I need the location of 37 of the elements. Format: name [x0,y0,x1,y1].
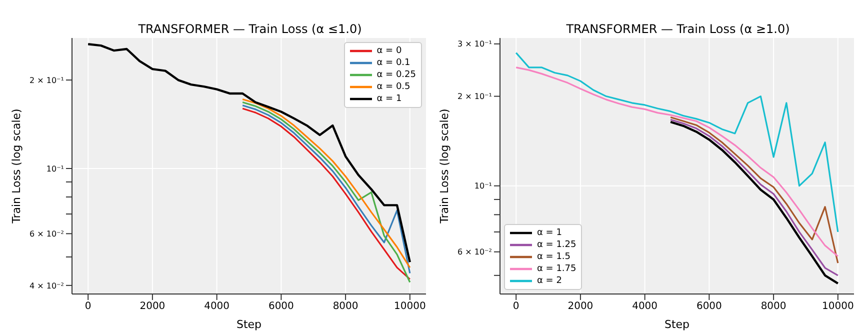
legend-label: α = 0.1 [376,58,410,68]
y-tick-label: 6 × 10⁻² [458,248,492,257]
line-series [515,66,839,258]
legend-label: α = 1.5 [537,252,571,262]
y-tick-label: 2 × 10⁻¹ [30,76,64,85]
x-tick-label: 8000 [332,301,358,312]
legend-label: α = 1.25 [537,240,576,250]
x-tick-label: 4000 [632,301,658,312]
x-tick-label: 2000 [568,301,594,312]
y-tick-label: 2 × 10⁻¹ [458,92,492,102]
legend-label: α = 1 [537,228,562,238]
legend-label: α = 2 [537,276,562,286]
y-tick-label: 10⁻¹ [474,182,492,191]
y-axis-title: Train Loss (log scale) [438,108,451,224]
x-tick-label: 4000 [204,301,230,312]
x-axis-title: Step [664,318,690,331]
x-tick-label: 6000 [268,301,294,312]
chart-title: TRANSFORMER — Train Loss (α ≥1.0) [565,22,791,36]
x-tick-label: 6000 [696,301,722,312]
x-tick-label: 0 [512,301,520,312]
x-tick-label: 8000 [760,301,786,312]
legend-label: α = 0.25 [376,70,416,80]
y-tick-label: 6 × 10⁻² [30,230,64,239]
legend-label: α = 1.75 [537,264,576,274]
x-axis-title: Step [236,318,262,331]
x-tick-label: 2000 [140,301,166,312]
y-tick-label: 10⁻¹ [46,164,64,174]
y-tick-label: 4 × 10⁻² [30,281,64,290]
legend-label: α = 0.5 [376,82,410,92]
x-tick-label: 0 [84,301,92,312]
y-axis-title: Train Loss (log scale) [10,108,23,224]
chart-title: TRANSFORMER — Train Loss (α ≤1.0) [137,22,363,36]
legend-label: α = 0 [376,46,402,56]
x-tick-label: 10000 [394,301,426,312]
legend-label: α = 1 [376,94,402,104]
y-tick-label: 3 × 10⁻¹ [458,40,492,49]
x-tick-label: 10000 [822,301,854,312]
